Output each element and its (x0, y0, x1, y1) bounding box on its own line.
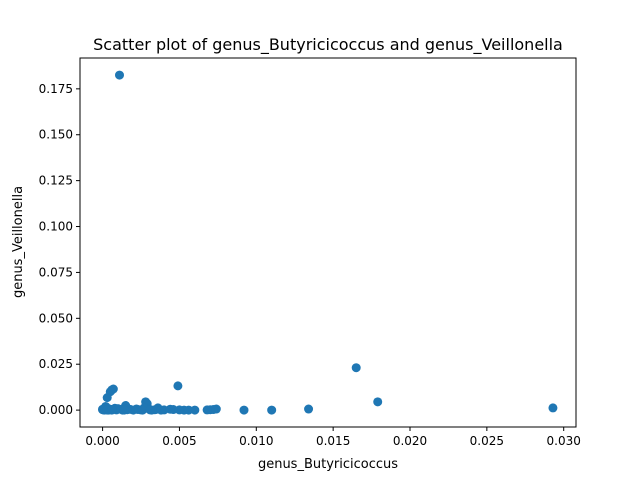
y-tick-label: 0.000 (39, 403, 73, 417)
data-point (202, 405, 212, 415)
x-tick-label: 0.000 (85, 434, 119, 448)
data-point (173, 381, 183, 391)
data-point (102, 393, 112, 403)
data-point (138, 405, 148, 415)
y-tick-label: 0.075 (39, 265, 73, 279)
data-point (373, 397, 383, 407)
y-tick-label: 0.150 (39, 128, 73, 142)
chart-title: Scatter plot of genus_Butyricicoccus and… (93, 35, 563, 55)
x-axis-label: genus_Butyricicoccus (258, 457, 398, 472)
data-point (190, 405, 200, 415)
y-tick-label: 0.025 (39, 357, 73, 371)
plot-frame (79, 57, 577, 428)
x-tick-label: 0.010 (239, 434, 273, 448)
data-point (115, 70, 124, 80)
y-tick-label: 0.125 (39, 174, 73, 188)
x-axis-ticks: 0.000 0.005 0.010 0.015 0.020 0.025 0.030 (85, 427, 581, 448)
y-tick-label: 0.175 (39, 82, 73, 96)
data-points (98, 70, 558, 415)
y-tick-label: 0.100 (39, 220, 73, 234)
y-tick-label: 0.050 (39, 311, 73, 325)
data-point (304, 404, 314, 414)
data-point (145, 405, 155, 415)
data-point (107, 405, 117, 415)
x-tick-label: 0.030 (547, 434, 581, 448)
x-tick-label: 0.025 (470, 434, 504, 448)
x-tick-label: 0.015 (316, 434, 350, 448)
data-point (119, 405, 129, 415)
data-point (351, 363, 361, 373)
x-tick-label: 0.020 (393, 434, 427, 448)
y-axis-ticks: 0.000 0.025 0.050 0.075 0.100 0.125 0.150 0.175 (39, 82, 80, 417)
data-point (267, 405, 277, 415)
data-point (156, 405, 166, 415)
data-point (548, 403, 558, 413)
x-tick-label: 0.005 (162, 434, 196, 448)
y-axis-label: genus_Veillonella (11, 186, 26, 298)
data-point (239, 405, 249, 415)
